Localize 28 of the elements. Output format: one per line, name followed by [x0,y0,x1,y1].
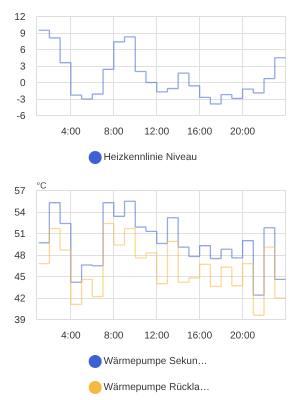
legend-label: Heizkennlinie Niveau [104,152,197,163]
y-tick-label: 51 [14,229,26,240]
x-tick-label: 4:00 [61,330,82,342]
y-tick-label: 45 [14,272,26,283]
legend-label: Wärmepumpe Sekun… [104,356,208,367]
y-tick-label: 6 [20,45,26,56]
x-tick-label: 12:00 [144,330,170,342]
y-tick-label: -6 [16,111,26,122]
y-tick-label: 3 [20,62,26,72]
y-tick-label: 57 [14,186,26,197]
y-tick-label: 48 [14,250,26,262]
y-tick-label: 0 [20,78,26,89]
x-tick-label: 8:00 [104,330,124,342]
y-tick-label: 12 [14,12,26,23]
x-tick-label: 16:00 [187,126,213,138]
x-tick-label: 20:00 [230,330,256,342]
x-tick-label: 4:00 [61,126,82,138]
x-tick-label: 16:00 [187,330,213,342]
legend-label: Wärmepumpe Rückla… [104,382,210,393]
y-tick-label: 39 [14,315,26,326]
y-axis-title: °C [36,180,48,190]
x-tick-label: 20:00 [230,126,256,138]
y-tick-label: -3 [16,94,26,106]
x-tick-label: 12:00 [144,126,170,138]
x-tick-label: 8:00 [104,126,124,138]
y-tick-label: 42 [14,294,26,304]
y-tick-label: 54 [14,208,26,218]
y-tick-label: 9 [20,28,26,40]
